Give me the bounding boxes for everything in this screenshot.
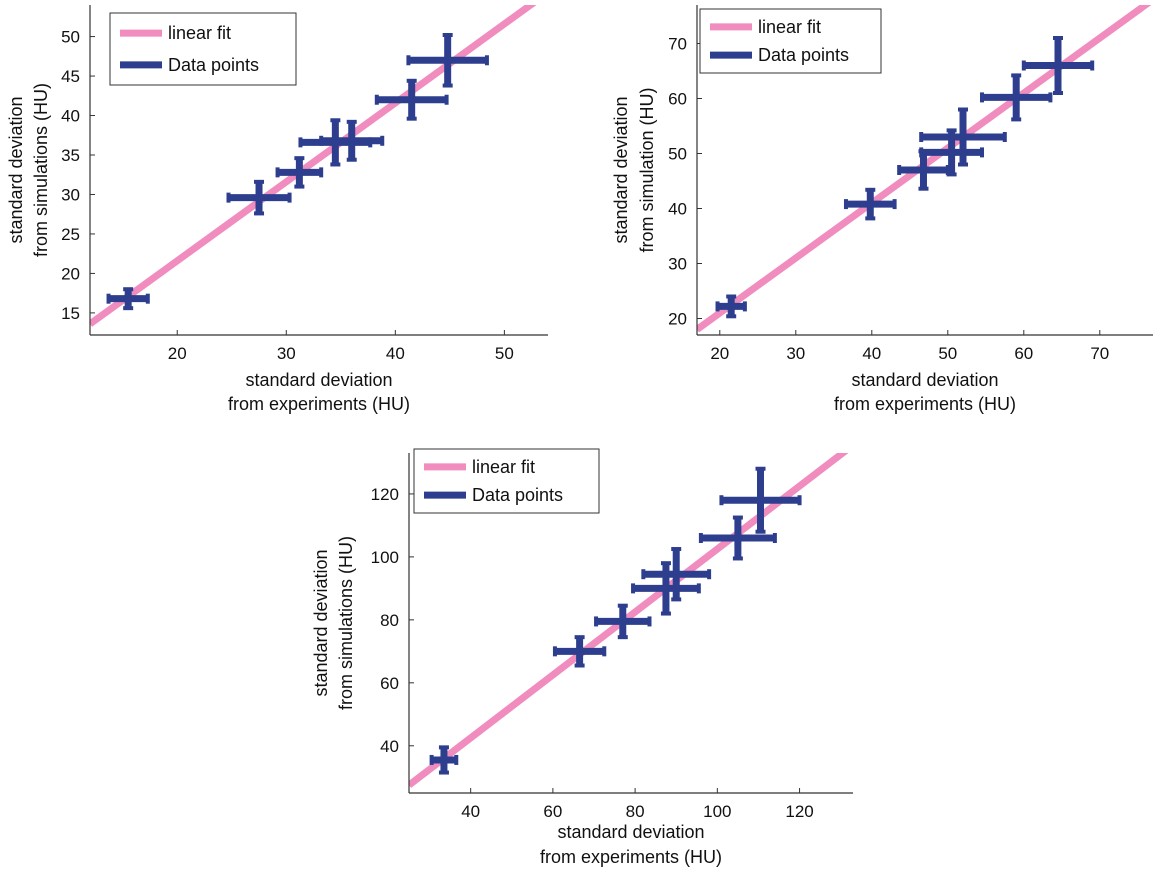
legend: linear fit Data points [413, 448, 600, 514]
legend-label-linear-fit: linear fit [168, 23, 231, 43]
plot-area [697, 5, 1152, 333]
data-point [406, 33, 489, 88]
y-tick-label: 40 [668, 200, 687, 219]
y-tick-label: 25 [61, 225, 80, 244]
data-point [919, 107, 1007, 167]
x-tick-label: 60 [543, 802, 562, 821]
legend-label-data-points: Data points [472, 485, 563, 505]
chart-panel-3: 40 60 80 100 120 40 60 80 100 120 standard deviati… [311, 448, 853, 867]
x-axis-label: from experiments (HU) [834, 394, 1016, 414]
x-tick-label: 80 [626, 802, 645, 821]
y-tick-label: 100 [371, 548, 399, 567]
chart-panel-2: 20 30 40 50 60 70 20 30 40 50 60 70 standard deviati… [611, 5, 1153, 414]
data-point [275, 156, 324, 189]
y-tick-label: 70 [668, 35, 687, 54]
x-axis-label: from experiments (HU) [228, 394, 410, 414]
x-tick-label: 100 [703, 802, 731, 821]
data-point [106, 287, 150, 311]
chart-panel-1: 20 30 40 50 15 20 25 30 35 40 45 50 standard deviati… [6, 5, 548, 414]
x-tick-label: 60 [1014, 344, 1033, 363]
x-tick-label: 40 [461, 802, 480, 821]
data-point [641, 547, 712, 602]
data-point [594, 603, 652, 640]
y-tick-label: 30 [61, 185, 80, 204]
legend: linear fit Data points [109, 12, 297, 86]
x-axis-label: standard deviation [245, 370, 392, 390]
legend: linear fit Data points [699, 8, 882, 74]
y-tick-label: 80 [380, 611, 399, 630]
legend-label-data-points: Data points [758, 45, 849, 65]
legend-box [109, 12, 297, 86]
x-tick-label: 50 [495, 344, 514, 363]
x-axis-label: standard deviation [851, 370, 998, 390]
y-axis-label: from simulation (HU) [637, 87, 657, 252]
y-tick-label: 20 [61, 264, 80, 283]
x-tick-label: 50 [938, 344, 957, 363]
x-tick-label: 120 [785, 802, 813, 821]
x-tick-label: 30 [277, 344, 296, 363]
x-axis-label: standard deviation [557, 822, 704, 842]
y-axis-label: standard deviation [311, 549, 331, 696]
x-tick-label: 70 [1090, 344, 1109, 363]
legend-label-data-points: Data points [168, 55, 259, 75]
y-tick-label: 20 [668, 310, 687, 329]
data-point [715, 294, 747, 319]
y-axis-label: standard deviation [6, 96, 26, 243]
x-axis-label: from experiments (HU) [540, 847, 722, 867]
data-point [698, 515, 777, 561]
legend-box [413, 448, 600, 514]
y-tick-label: 40 [380, 737, 399, 756]
data-point [319, 119, 385, 162]
x-tick-label: 20 [168, 344, 187, 363]
y-tick-label: 50 [61, 28, 80, 47]
legend-box [699, 8, 882, 74]
y-axis-label: from simulations (HU) [336, 536, 356, 710]
data-point [1021, 36, 1095, 95]
plot-area [90, 5, 537, 327]
y-tick-label: 120 [371, 485, 399, 504]
x-tick-label: 30 [786, 344, 805, 363]
y-tick-label: 60 [668, 90, 687, 109]
data-point [719, 466, 802, 534]
data-point [843, 187, 897, 221]
x-tick-label: 40 [386, 344, 405, 363]
data-point [980, 73, 1053, 122]
y-tick-label: 30 [668, 255, 687, 274]
y-tick-label: 40 [61, 107, 80, 126]
y-tick-label: 60 [380, 674, 399, 693]
x-tick-label: 40 [862, 344, 881, 363]
legend-label-linear-fit: linear fit [758, 17, 821, 37]
y-axis-label: standard deviation [611, 96, 631, 243]
y-axis-label: from simulations (HU) [31, 83, 51, 257]
y-tick-label: 45 [61, 67, 80, 86]
y-tick-label: 50 [668, 145, 687, 164]
data-point [374, 78, 449, 121]
legend-label-linear-fit: linear fit [472, 457, 535, 477]
plot-area [409, 453, 849, 788]
data-point [552, 635, 607, 668]
y-tick-label: 15 [61, 304, 80, 323]
x-tick-label: 20 [710, 344, 729, 363]
data-point [429, 745, 459, 775]
linear-fit-line [90, 5, 537, 327]
y-tick-label: 35 [61, 146, 80, 165]
data-point [226, 179, 292, 216]
